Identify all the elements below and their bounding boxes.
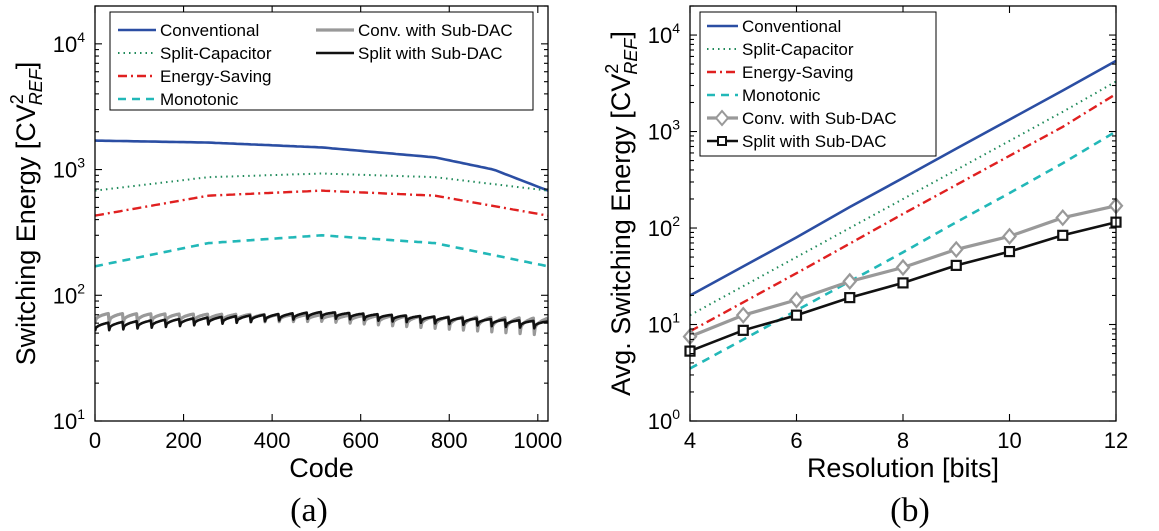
b-xtick-label: 6: [790, 428, 802, 453]
b-ytick-label: 101: [648, 310, 680, 338]
b-legend-box: [699, 11, 937, 157]
b-ytick-label: 103: [648, 117, 680, 145]
a-plot-frame: [94, 5, 549, 422]
b-ylabel: Avg. Switching Energy [CV2REF]: [602, 31, 641, 396]
b-marker-square: [737, 324, 749, 336]
a-legend-label: Conventional: [160, 21, 259, 40]
a-legend-label: Split-Capacitor: [160, 44, 272, 63]
a-ytick-label: 104: [53, 29, 85, 57]
b-marker-diamond: [735, 306, 751, 324]
b-xtick-label: 4: [684, 428, 696, 453]
a-legend-label: Energy-Saving: [160, 67, 272, 86]
a-ytick-label: 103: [53, 155, 85, 183]
b-marker-square: [790, 309, 803, 321]
a-legend-label: Conv. with Sub-DAC: [358, 21, 513, 40]
a-legend-box: [109, 11, 534, 111]
a-xtick-label: 800: [431, 428, 468, 453]
a-xtick-label: 1000: [513, 428, 562, 453]
b-marker-square: [950, 259, 962, 271]
b-marker-square: [1003, 245, 1016, 258]
b-legend-label: Energy-Saving: [742, 63, 854, 82]
a-ytick-label: 101: [53, 406, 85, 434]
b-marker-diamond: [1002, 227, 1017, 246]
b-ytick-label: 100: [648, 406, 680, 434]
b-marker-diamond: [948, 240, 964, 259]
b-legend-label: Conv. with Sub-DAC: [742, 109, 897, 128]
b-legend-label: Split with Sub-DAC: [742, 132, 887, 151]
b-legend-marker: [717, 136, 727, 146]
b-xtick-label: 12: [1104, 428, 1128, 453]
b-xtick-label: 10: [997, 428, 1021, 453]
a-series-line: [95, 310, 548, 332]
panel-label-b: (b): [890, 492, 930, 529]
b-marker-diamond: [789, 291, 804, 309]
a-ytick-label: 102: [53, 280, 85, 308]
b-legend-label: Conventional: [742, 17, 841, 36]
b-marker-square: [844, 292, 856, 304]
a-series-line: [95, 234, 548, 268]
b-series-group: [682, 59, 1124, 370]
b-series-line: [689, 92, 1117, 333]
a-series-line: [95, 139, 548, 192]
a-ylabel: Switching Energy [CV2REF]: [7, 62, 46, 366]
b-marker-diamond: [1055, 208, 1071, 227]
b-ytick-label: 102: [648, 213, 680, 241]
b-series-line: [689, 130, 1117, 370]
b-marker-diamond: [895, 258, 911, 277]
a-series-line: [95, 172, 548, 192]
panel-label-a: (a): [290, 492, 328, 529]
chart-b: 4 6 8 10 12 100 101 102 103 104 Resolution [bits] A…: [602, 5, 1128, 529]
a-xtick-label: 400: [254, 428, 291, 453]
b-legend-marker: [714, 109, 730, 127]
a-legend-label: Split with Sub-DAC: [358, 44, 503, 63]
a-xtick-label: 600: [342, 428, 379, 453]
b-marker-square: [897, 277, 909, 289]
a-xtick-label: 200: [165, 428, 202, 453]
a-series-group: [95, 139, 548, 337]
b-legend: Conventional Split-Capacitor Energy-Saving…: [699, 11, 937, 157]
a-legend-label: Monotonic: [160, 90, 239, 109]
b-xlabel: Resolution [bits]: [807, 453, 999, 483]
b-series-line: [689, 80, 1117, 317]
chart-a: 0 200 400 600 800 1000 101 102 103 104 Code Switchi…: [7, 5, 562, 529]
b-series-line: [689, 59, 1117, 297]
b-marker-diamond: [842, 272, 858, 291]
b-ytick-label: 104: [648, 20, 680, 48]
b-legend-label: Monotonic: [742, 86, 821, 105]
a-xlabel: Code: [289, 453, 354, 483]
a-series-line: [95, 189, 548, 217]
b-marker-square: [1057, 229, 1069, 241]
b-legend-label: Split-Capacitor: [742, 40, 854, 59]
a-legend: Conventional Split-Capacitor Energy-Saving…: [109, 11, 534, 111]
b-xtick-label: 8: [897, 428, 909, 453]
a-xtick-label: 0: [89, 428, 101, 453]
